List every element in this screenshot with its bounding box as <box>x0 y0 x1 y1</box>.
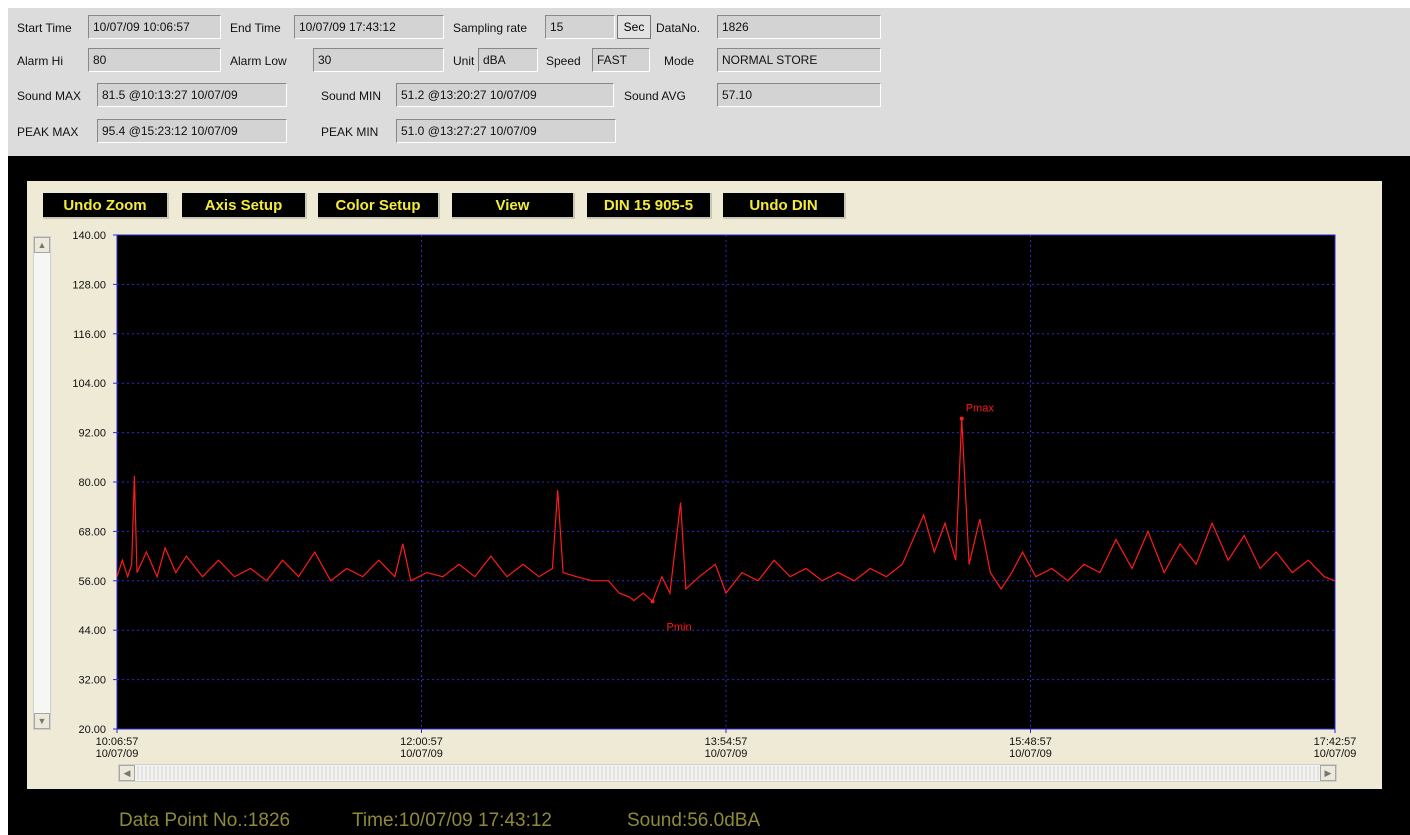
undo-zoom-button[interactable]: Undo Zoom <box>43 193 169 219</box>
sampling-rate-label: Sampling rate <box>453 21 528 35</box>
axis-setup-button[interactable]: Axis Setup <box>182 193 307 219</box>
unit-label: Unit <box>453 54 475 68</box>
start-time-field[interactable]: 10/07/09 10:06:57 <box>88 15 221 39</box>
sound-max-label: Sound MAX <box>17 89 82 103</box>
horizontal-scrollbar[interactable]: ◀ ▶ <box>118 764 1337 782</box>
status-data-point: Data Point No.:1826 <box>119 810 291 831</box>
mode-label: Mode <box>664 54 695 68</box>
speed-label: Speed <box>546 54 581 68</box>
sampling-rate-field[interactable]: 15 <box>545 15 615 39</box>
alarm-low-label: Alarm Low <box>230 54 287 68</box>
unit-field[interactable]: dBA <box>478 48 538 72</box>
sound-min-label: Sound MIN <box>321 89 382 103</box>
sound-min-field[interactable]: 51.2 @13:20:27 10/07/09 <box>396 83 614 107</box>
horizontal-scroll-track[interactable] <box>135 766 1320 780</box>
din-button[interactable]: DIN 15 905-5 <box>587 193 712 219</box>
scroll-left-icon[interactable]: ◀ <box>119 765 135 781</box>
undo-din-button[interactable]: Undo DIN <box>723 193 846 219</box>
scroll-right-icon[interactable]: ▶ <box>1320 765 1336 781</box>
peak-max-label: PEAK MAX <box>17 125 79 139</box>
peak-max-field[interactable]: 95.4 @15:23:12 10/07/09 <box>97 119 287 143</box>
color-setup-button[interactable]: Color Setup <box>318 193 440 219</box>
speed-field[interactable]: FAST <box>592 48 650 72</box>
alarm-hi-label: Alarm Hi <box>17 54 64 68</box>
sound-avg-field[interactable]: 57.10 <box>717 83 881 107</box>
vertical-scrollbar[interactable]: ▲ ▼ <box>33 236 51 730</box>
mode-field[interactable]: NORMAL STORE <box>717 48 881 72</box>
peak-min-field[interactable]: 51.0 @13:27:27 10/07/09 <box>396 119 616 143</box>
sampling-unit-button[interactable]: Sec <box>617 15 651 39</box>
sound-avg-label: Sound AVG <box>624 89 686 103</box>
alarm-low-field[interactable]: 30 <box>313 48 444 72</box>
chart-panel <box>27 181 1382 789</box>
scroll-down-icon[interactable]: ▼ <box>34 713 50 729</box>
status-time: Time:10/07/09 17:43:12 <box>352 810 552 831</box>
alarm-hi-field[interactable]: 80 <box>88 48 221 72</box>
data-no-label: DataNo. <box>656 21 701 35</box>
start-time-label: Start Time <box>17 21 72 35</box>
scroll-up-icon[interactable]: ▲ <box>34 237 50 253</box>
peak-min-label: PEAK MIN <box>321 125 379 139</box>
end-time-field[interactable]: 10/07/09 17:43:12 <box>294 15 444 39</box>
status-sound: Sound:56.0dBA <box>627 810 761 831</box>
end-time-label: End Time <box>230 21 281 35</box>
data-no-field[interactable]: 1826 <box>717 15 881 39</box>
view-button[interactable]: View <box>452 193 575 219</box>
sound-max-field[interactable]: 81.5 @10:13:27 10/07/09 <box>97 83 287 107</box>
